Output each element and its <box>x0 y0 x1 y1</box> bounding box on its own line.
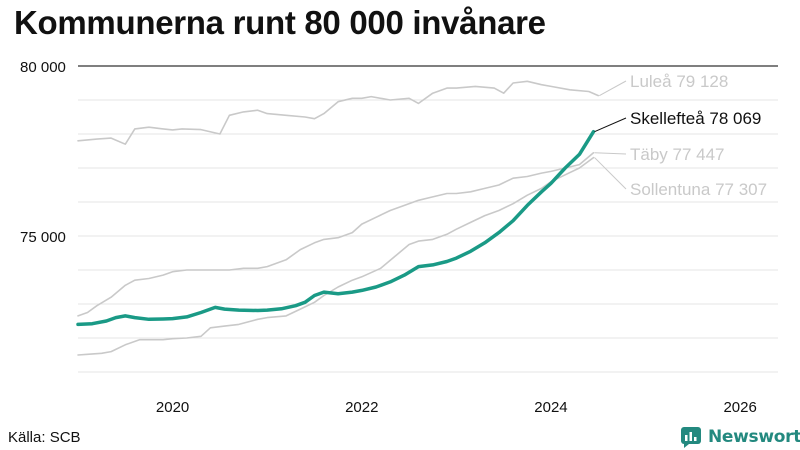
leader-line <box>594 152 627 155</box>
series-end-label: Täby 77 447 <box>630 145 725 164</box>
series-labels: Luleå 79 128 Skellefteå 78 069 Täby 77 447… <box>594 72 767 199</box>
series-line-luleå <box>77 80 600 145</box>
x-tick-label: 2020 <box>156 399 189 416</box>
y-tick-label: 80 000 <box>20 59 66 76</box>
series-line-sollentuna <box>77 156 595 356</box>
series-lines <box>76 80 600 356</box>
x-axis: 2020 2022 2024 2026 <box>156 399 757 416</box>
grid-lines <box>78 65 778 373</box>
leader-line <box>594 157 627 190</box>
series-line-skellefteå <box>76 129 596 327</box>
leader-line <box>594 117 627 133</box>
series-line-täby <box>77 152 595 317</box>
newsworthy-logo-icon <box>681 427 701 448</box>
leader-line <box>599 80 627 97</box>
series-end-label: Sollentuna 77 307 <box>630 180 767 199</box>
series-end-label: Luleå 79 128 <box>630 72 728 91</box>
series-end-label: Skellefteå 78 069 <box>630 109 761 128</box>
y-axis: 75 000 80 000 <box>20 59 66 246</box>
y-tick-label: 75 000 <box>20 229 66 246</box>
brand-name: Newsworthy <box>708 427 800 447</box>
brand-logo[interactable]: Newsworthy <box>680 426 800 448</box>
x-tick-label: 2026 <box>723 399 756 416</box>
x-tick-label: 2024 <box>534 399 567 416</box>
page-title: Kommunerna runt 80 000 invånare <box>14 4 546 41</box>
x-tick-label: 2022 <box>345 399 378 416</box>
source-note: Källa: SCB <box>8 429 81 446</box>
